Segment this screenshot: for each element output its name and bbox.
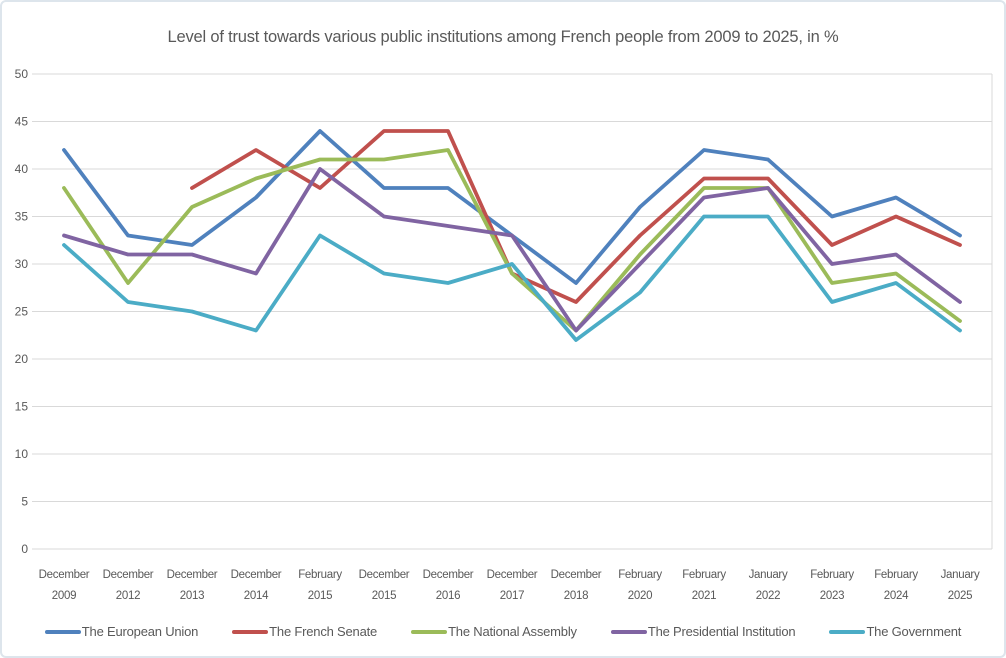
x-axis-label: December 2017	[487, 569, 538, 602]
legend-swatch	[829, 629, 866, 634]
y-tick-label: 5	[21, 495, 28, 509]
x-axis-label: December 2015	[359, 569, 410, 602]
x-axis-label: December 2014	[231, 569, 282, 602]
chart-legend: The European Union The French Senate The N…	[2, 624, 1004, 639]
y-tick-label: 35	[15, 210, 29, 224]
chart-title: Level of trust towards various public in…	[167, 28, 839, 46]
y-tick-label: 30	[15, 257, 29, 271]
legend-swatch	[411, 629, 448, 634]
series-line-the-government	[62, 214, 962, 342]
x-axis-label: February 2015	[298, 569, 342, 602]
y-tick-label: 10	[15, 447, 29, 461]
series-line-the-presidential-institution	[62, 167, 962, 333]
x-axis-label: December 2012	[103, 569, 154, 602]
series-line-the-european-union	[62, 129, 962, 285]
y-tick-label: 0	[21, 542, 28, 556]
legend-swatch	[232, 629, 269, 634]
x-axis-label: February 2021	[682, 569, 726, 602]
legend-label: The French Senate	[269, 624, 378, 639]
legend-swatch	[44, 629, 81, 634]
legend-label: The Government	[866, 624, 962, 639]
y-tick-label: 40	[15, 162, 29, 176]
y-tick-label: 45	[15, 115, 29, 129]
x-axis-label: February 2020	[618, 569, 662, 602]
x-axis-label: February 2024	[874, 569, 918, 602]
x-axis-label: February 2023	[810, 569, 854, 602]
y-tick-label: 15	[15, 400, 29, 414]
y-tick-label: 50	[15, 67, 29, 81]
y-tick-label: 25	[15, 305, 29, 319]
legend-item: The Government	[829, 624, 961, 639]
x-axis-label: December 2013	[167, 569, 218, 602]
x-axis-label: January 2022	[749, 569, 788, 602]
legend-item: The National Assembly	[411, 624, 577, 639]
legend-swatch	[610, 629, 647, 634]
legend-label: The Presidential Institution	[647, 624, 796, 639]
x-axis-label: December 2009	[39, 569, 90, 602]
legend-item: The European Union	[44, 624, 199, 639]
legend-item: The Presidential Institution	[610, 624, 796, 639]
legend-label: The European Union	[81, 624, 199, 639]
y-tick-label: 20	[15, 352, 29, 366]
series-line-the-french-senate	[190, 129, 962, 304]
x-axis-label: January 2025	[941, 569, 980, 602]
legend-item: The French Senate	[232, 624, 377, 639]
x-axis-label: December 2016	[423, 569, 474, 602]
x-axis-label: December 2018	[551, 569, 602, 602]
series-line-the-national-assembly	[62, 148, 962, 333]
legend-label: The National Assembly	[448, 624, 577, 639]
